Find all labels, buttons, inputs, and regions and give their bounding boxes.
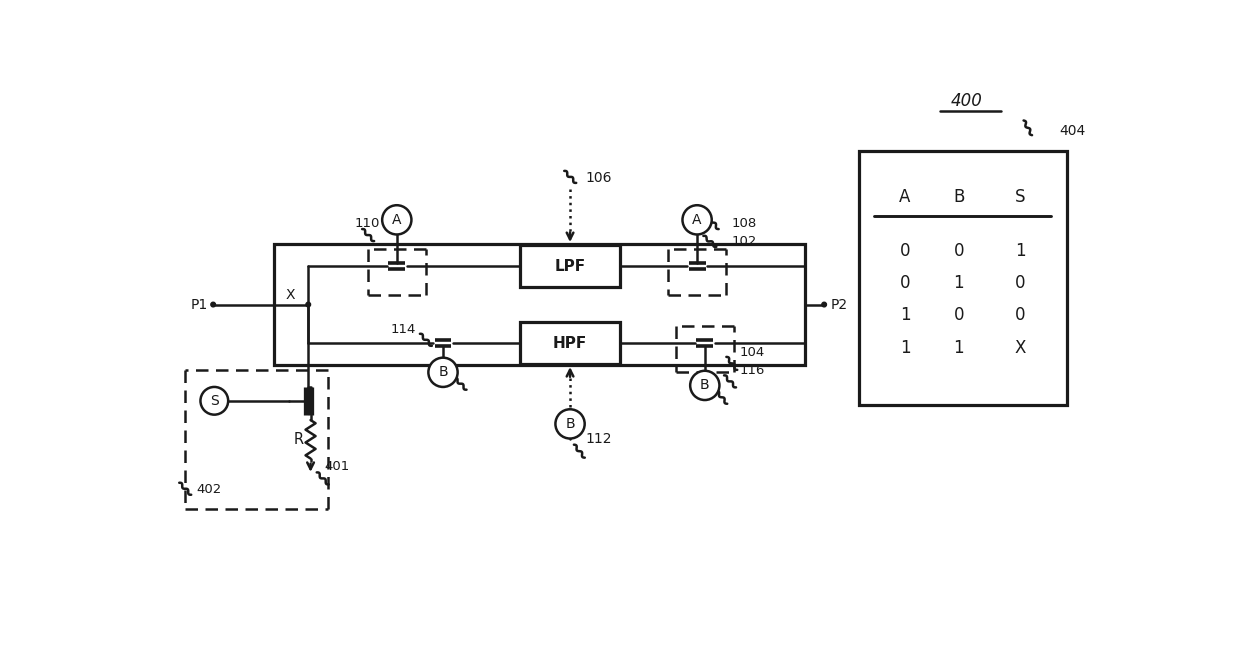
Text: 0: 0: [954, 306, 965, 324]
Text: 0: 0: [1016, 306, 1025, 324]
Text: 1: 1: [900, 306, 910, 324]
Bar: [520, 245, 620, 287]
Circle shape: [556, 410, 585, 439]
Text: 1: 1: [954, 274, 965, 292]
Text: 1: 1: [900, 339, 910, 357]
Text: 0: 0: [900, 274, 910, 292]
Text: B: B: [565, 417, 575, 431]
Text: 104: 104: [739, 346, 765, 359]
Text: 110: 110: [355, 217, 379, 230]
Text: A: A: [899, 188, 910, 206]
Text: 0: 0: [954, 242, 965, 260]
Text: 400: 400: [951, 92, 982, 110]
Text: B: B: [954, 188, 965, 206]
Text: 1: 1: [954, 339, 965, 357]
Text: X: X: [1014, 339, 1027, 357]
Circle shape: [691, 371, 719, 400]
Circle shape: [211, 303, 216, 307]
Text: P1: P1: [191, 297, 208, 312]
Text: LPF: LPF: [554, 259, 585, 273]
Circle shape: [306, 303, 310, 307]
Circle shape: [201, 387, 228, 415]
Text: 106: 106: [585, 170, 613, 184]
Text: S: S: [210, 394, 218, 408]
Text: 112: 112: [585, 432, 613, 446]
Text: 108: 108: [732, 217, 756, 230]
Bar: [520, 322, 620, 364]
Circle shape: [428, 358, 458, 387]
Text: X: X: [285, 288, 295, 302]
Text: 404: 404: [1059, 124, 1085, 138]
Text: HPF: HPF: [553, 335, 588, 350]
Text: B: B: [701, 379, 709, 392]
Text: A: A: [392, 213, 402, 227]
Text: 102: 102: [732, 235, 758, 248]
Text: 1: 1: [1016, 242, 1025, 260]
Text: 401: 401: [325, 460, 350, 473]
Text: P2: P2: [831, 297, 847, 312]
Text: S: S: [1016, 188, 1025, 206]
Text: 0: 0: [1016, 274, 1025, 292]
Text: A: A: [692, 213, 702, 227]
Text: R: R: [294, 432, 304, 447]
Bar: [859, 150, 1066, 404]
Bar: [274, 244, 805, 364]
Text: 0: 0: [900, 242, 910, 260]
Text: B: B: [438, 365, 448, 379]
Text: 116: 116: [739, 364, 765, 377]
Text: 114: 114: [391, 322, 417, 335]
Circle shape: [682, 205, 712, 235]
Text: 402: 402: [197, 483, 222, 496]
Circle shape: [382, 205, 412, 235]
Circle shape: [822, 303, 826, 307]
